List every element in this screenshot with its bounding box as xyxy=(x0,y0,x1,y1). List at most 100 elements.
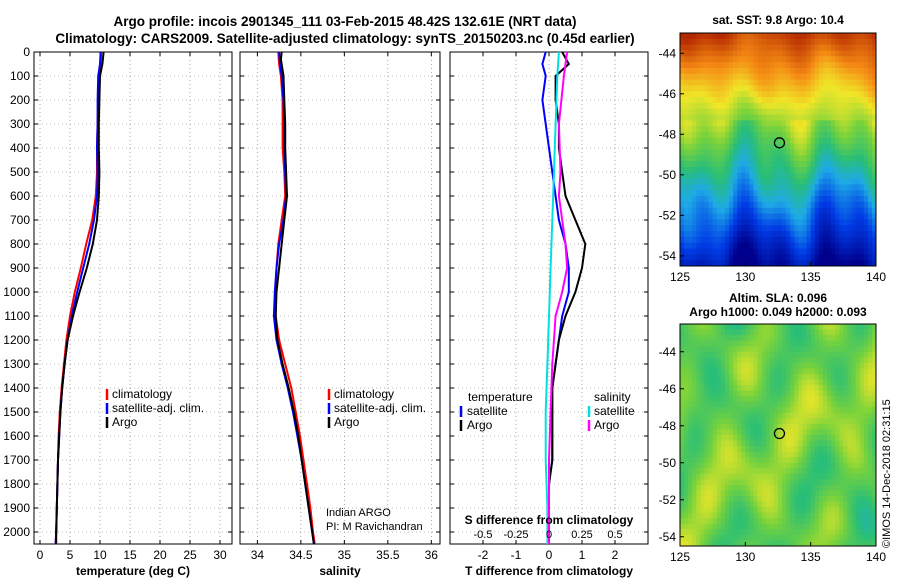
map-cell xyxy=(871,512,877,519)
map-cell xyxy=(839,335,844,342)
map-cell xyxy=(778,62,783,69)
map-cell xyxy=(765,132,771,139)
map-cell xyxy=(696,335,701,342)
map-cell xyxy=(843,201,848,209)
map-cell xyxy=(761,346,767,353)
map-cell xyxy=(765,457,771,464)
map-cell xyxy=(765,114,771,121)
map-cell xyxy=(806,462,812,469)
map-cell xyxy=(790,479,795,486)
map-cell xyxy=(765,190,771,197)
map-cell xyxy=(798,440,803,447)
map-cell xyxy=(835,91,840,98)
map-cell xyxy=(720,213,726,220)
map-cell xyxy=(716,540,722,547)
map-cell xyxy=(782,231,787,238)
map-cell xyxy=(863,73,869,81)
map-cell xyxy=(831,385,836,391)
map-cell xyxy=(778,324,783,330)
map-cell xyxy=(684,512,689,519)
map-cell xyxy=(827,379,832,386)
map-cell xyxy=(724,407,730,414)
map-cell xyxy=(806,357,812,364)
argo-location-marker xyxy=(773,427,786,440)
map-cell xyxy=(761,329,767,336)
map-cell xyxy=(708,149,714,156)
map-cell xyxy=(712,429,718,436)
map-cell xyxy=(773,231,779,238)
map-cell xyxy=(855,196,861,203)
map-cell xyxy=(814,126,820,133)
map-cell xyxy=(712,254,718,261)
map-cell xyxy=(733,340,738,347)
map-cell xyxy=(700,335,705,342)
map-cell xyxy=(814,501,820,508)
map-cell xyxy=(700,407,705,414)
map-cell xyxy=(814,523,820,530)
map-cell xyxy=(745,435,750,441)
map-cell xyxy=(786,137,791,145)
map-cell xyxy=(810,213,816,220)
map-cell xyxy=(831,329,836,336)
map-cell xyxy=(786,213,791,220)
map-cell xyxy=(814,213,820,220)
map-cell xyxy=(843,490,848,497)
map-cell xyxy=(729,462,734,469)
map-cell xyxy=(680,401,685,408)
map-cell xyxy=(696,379,701,386)
map-cell xyxy=(782,126,787,133)
map-cell xyxy=(839,236,844,244)
map-cell xyxy=(794,346,799,353)
map-cell xyxy=(708,362,714,369)
map-cell xyxy=(716,523,722,530)
map-cell xyxy=(855,451,861,458)
map-cell xyxy=(867,85,873,92)
map-cell xyxy=(835,540,840,547)
map-cell xyxy=(773,172,779,180)
map-cell xyxy=(802,429,807,436)
map-cell xyxy=(765,254,771,261)
map-cell xyxy=(769,62,775,69)
map-cell xyxy=(790,440,795,447)
map-cell xyxy=(782,213,787,220)
map-cell xyxy=(680,91,685,98)
map-cell xyxy=(814,462,820,469)
map-cell xyxy=(867,161,873,168)
map-cell xyxy=(708,62,714,69)
map-cell xyxy=(782,435,787,441)
map-cell xyxy=(843,501,848,508)
map-cell xyxy=(810,346,816,353)
map-cell xyxy=(790,401,795,408)
map-cell xyxy=(831,33,836,40)
map-cell xyxy=(818,501,824,508)
map-cell xyxy=(745,329,750,336)
map-cell xyxy=(818,33,824,40)
map-cell xyxy=(851,126,856,133)
map-cell xyxy=(806,62,812,69)
map-cell xyxy=(724,379,730,386)
map-cell xyxy=(851,429,856,436)
map-cell xyxy=(692,67,697,75)
map-cell xyxy=(757,172,763,180)
map-cell xyxy=(716,329,722,336)
map-cell xyxy=(839,73,844,81)
map-cell xyxy=(786,351,791,358)
map-cell xyxy=(790,407,795,414)
map-cell xyxy=(782,196,787,203)
map-cell xyxy=(737,91,742,98)
map-cell xyxy=(773,248,779,255)
map-cell xyxy=(765,368,771,375)
map-cell xyxy=(757,143,763,150)
map-cell xyxy=(745,468,750,475)
map-cell xyxy=(688,143,693,150)
map-cell xyxy=(749,248,754,255)
map-cell xyxy=(778,97,783,104)
map-cell xyxy=(761,62,767,69)
map-cell xyxy=(741,91,746,98)
map-cell xyxy=(790,473,795,480)
map-cell xyxy=(818,385,824,391)
map-cell xyxy=(847,362,852,369)
map-cell xyxy=(855,114,861,121)
map-cell xyxy=(843,166,848,174)
map-cell xyxy=(769,529,775,536)
